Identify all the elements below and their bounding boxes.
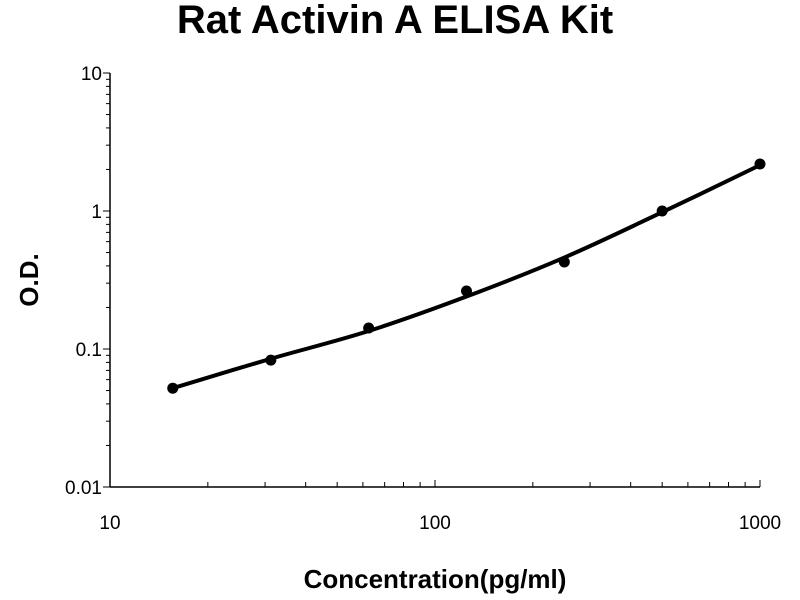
- chart-title: Rat Activin A ELISA Kit: [177, 0, 613, 42]
- y-tick-label: 1: [91, 202, 102, 223]
- x-tick-label: 10: [99, 513, 120, 534]
- data-point: [656, 205, 668, 217]
- data-point: [558, 256, 570, 268]
- y-tick-label: 0.1: [76, 340, 102, 361]
- data-point: [265, 354, 277, 366]
- x-tick-label: 1000: [739, 513, 781, 534]
- data-point: [167, 382, 179, 394]
- y-tick-label: 10: [81, 64, 102, 85]
- x-tick-label: 100: [419, 513, 451, 534]
- fit-curve: [170, 163, 762, 391]
- data-point: [363, 322, 375, 334]
- x-axis-label: Concentration(pg/ml): [304, 564, 567, 594]
- y-tick-label: 0.01: [65, 478, 102, 499]
- y-axis-label: O.D.: [14, 253, 44, 306]
- data-point: [460, 285, 472, 297]
- data-point: [754, 158, 766, 170]
